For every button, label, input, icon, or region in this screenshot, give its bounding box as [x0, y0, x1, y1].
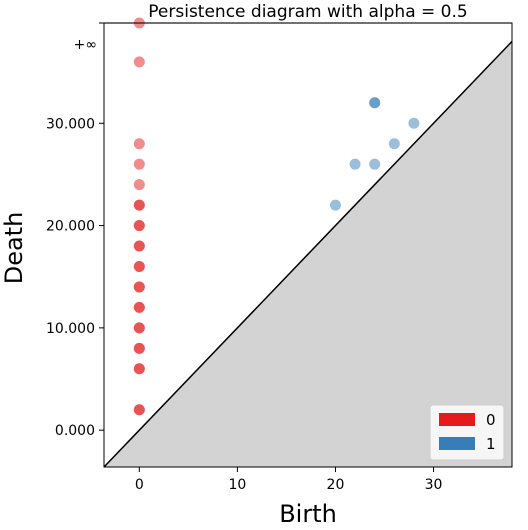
- point-series-1-5: [388, 138, 400, 150]
- points-layer: [133, 17, 420, 416]
- chart-title: Persistence diagram with alpha = 0.5: [148, 2, 467, 22]
- point-series-1-4: [369, 97, 381, 109]
- point-series-0-5: [133, 342, 145, 354]
- plot-frame: [103, 22, 513, 468]
- y-axis-ticks: 0.000 10.000 20.000 30.000: [46, 116, 104, 439]
- point-series-0-9: [133, 301, 145, 313]
- legend-label-0: 0: [486, 411, 496, 429]
- point-series-0-19: [133, 199, 145, 211]
- point-series-0-17: [133, 220, 145, 232]
- point-series-1-1: [349, 158, 361, 170]
- x-axis-ticks: 0 10 20 30: [135, 467, 443, 493]
- point-series-1-0: [329, 199, 341, 211]
- point-series-0-7: [133, 322, 145, 334]
- diagonal-line: [103, 40, 513, 468]
- diagonal-region: [103, 40, 513, 468]
- point-series-0-1: [133, 404, 145, 416]
- y-tick-label-2: 20.000: [46, 219, 95, 235]
- legend-swatch-1: [439, 437, 475, 450]
- x-tick-label-2: 20: [327, 477, 345, 493]
- legend-swatch-0: [439, 413, 475, 426]
- infinity-tick-label: +∞: [74, 37, 97, 53]
- point-series-0-11: [133, 281, 145, 293]
- y-tick-label-1: 10.000: [46, 321, 95, 337]
- point-series-1-2: [369, 158, 381, 170]
- x-tick-label-0: 0: [135, 477, 144, 493]
- point-series-0-13: [133, 260, 145, 272]
- point-series-0-15: [133, 240, 145, 252]
- point-series-1-6: [408, 117, 420, 129]
- y-tick-label-0: 0.000: [55, 423, 95, 439]
- point-series-0-23: [133, 56, 145, 68]
- point-series-0-22: [133, 138, 145, 150]
- legend-label-1: 1: [486, 435, 496, 453]
- y-tick-label-3: 30.000: [46, 116, 95, 132]
- point-series-0-3: [133, 363, 145, 375]
- point-series-0-21: [133, 158, 145, 170]
- x-tick-label-1: 10: [228, 477, 246, 493]
- point-series-0-20: [133, 179, 145, 191]
- plot-border: [103, 22, 513, 468]
- y-axis-label: Death: [0, 212, 28, 285]
- x-axis-label: Birth: [279, 500, 337, 528]
- legend: 0 1: [429, 404, 505, 461]
- x-tick-label-3: 30: [425, 477, 443, 493]
